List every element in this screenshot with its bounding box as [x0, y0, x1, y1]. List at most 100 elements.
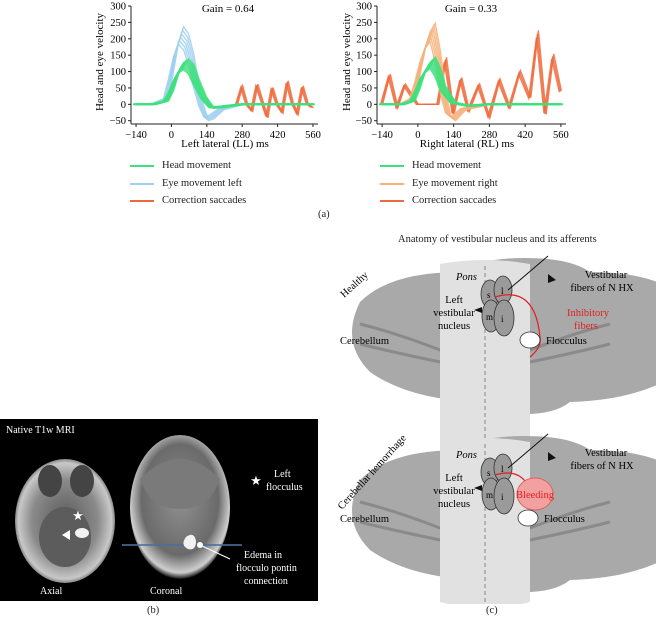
healthy-flocculus: Flocculus — [546, 336, 587, 347]
x-tick-label: 140 — [446, 130, 462, 141]
healthy-nucleus-2: vestibular — [433, 308, 475, 319]
axial-arrow-icon — [62, 530, 70, 540]
star-legend-line1: Left — [274, 469, 291, 480]
legend-label: Head movement — [412, 160, 482, 171]
right-chart: Gain = 0.33 Head and eye velocity Right … — [341, 2, 569, 151]
legend-swatch — [130, 199, 154, 202]
legend-label: Correction saccades — [412, 195, 497, 206]
axial-lesion — [75, 528, 89, 538]
y-tick-label: 250 — [110, 18, 126, 29]
legend-label: Head movement — [162, 160, 232, 171]
legend-swatch — [380, 182, 404, 185]
legend-swatch — [380, 164, 404, 167]
healthy-nuc-m: m — [486, 312, 493, 322]
healthy-nucleus-3: nucleus — [438, 321, 470, 332]
right-legend-saccade: Correction saccades — [380, 195, 496, 206]
y-tick-label: −50 — [356, 116, 372, 127]
y-tick-label: 50 — [362, 83, 373, 94]
right-chart-ylabel: Head and eye velocity — [341, 12, 353, 111]
left-legend-eye: Eye movement left — [130, 178, 242, 189]
healthy-pons: Pons — [455, 272, 477, 283]
legend-label: Eye movement right — [412, 178, 498, 189]
nucleus-arrow-icon — [474, 307, 482, 313]
hemorrhage-diagram — [352, 433, 656, 604]
healthy-inhib-2: fibers — [574, 321, 598, 332]
left-chart-ylabel: Head and eye velocity — [94, 12, 106, 111]
healthy-nucleus-1: Left — [445, 295, 463, 306]
edema-line1: Edema in — [244, 550, 283, 561]
y-tick-label: 300 — [356, 2, 372, 13]
left-legend-saccade: Correction saccades — [130, 195, 246, 206]
left-chart-xlabel: Left lateral (LL) ms — [181, 138, 269, 150]
series-line-head-movement — [138, 57, 315, 109]
hemorrhage-pons: Pons — [455, 450, 477, 461]
series-line-head-movement — [384, 55, 563, 108]
right-legend-head: Head movement — [380, 160, 481, 171]
x-tick-label: −140 — [125, 130, 147, 141]
y-tick-label: 150 — [356, 51, 372, 62]
x-tick-label: −140 — [371, 130, 393, 141]
legend-swatch — [130, 182, 154, 185]
legend-label: Correction saccades — [162, 195, 247, 206]
healthy-label: Healthy — [339, 269, 372, 300]
panel-c-label: (c) — [486, 605, 498, 616]
panel-a-label: (a) — [318, 209, 330, 220]
y-tick-label: 50 — [116, 83, 127, 94]
left-chart-gain: Gain = 0.64 — [202, 3, 255, 15]
hemorrhage-flocculus: Flocculus — [544, 514, 585, 525]
star-icon: ★ — [72, 508, 84, 523]
hemorrhage-nucleus-3: nucleus — [438, 499, 470, 510]
series-line-eye-movement-right — [379, 39, 558, 118]
x-tick-label: 560 — [305, 130, 321, 141]
hemorrhage-nuc-i: i — [501, 492, 504, 502]
healthy-diagram — [352, 255, 656, 460]
series-line-eye-movement-left — [136, 32, 313, 120]
edema-line2: flocculo pontin — [236, 563, 297, 574]
legend-swatch — [380, 199, 404, 202]
y-tick-label: 250 — [356, 18, 372, 29]
mri-title: Native T1w MRI — [6, 425, 75, 436]
coronal-label: Coronal — [150, 586, 183, 597]
hemorrhage-nuc-s: s — [487, 468, 491, 478]
healthy-cerebellum: Cerebellum — [340, 336, 389, 347]
y-tick-label: 100 — [110, 67, 126, 78]
anatomy-diagrams: Healthy Pons Left vestibular nucleus Cer… — [336, 255, 656, 604]
y-tick-label: 200 — [356, 34, 372, 45]
left-legend-head: Head movement — [130, 160, 231, 171]
mri-images: ★ ★ — [15, 435, 262, 583]
healthy-nuc-s: s — [487, 290, 491, 300]
hemorrhage-nucleus-1: Left — [445, 473, 463, 484]
x-tick-label: 0 — [169, 130, 174, 141]
x-tick-label: 280 — [234, 130, 250, 141]
panel-b-label: (b) — [147, 605, 160, 616]
y-tick-label: 0 — [121, 100, 126, 111]
y-tick-label: 0 — [367, 100, 372, 111]
x-tick-label: 140 — [199, 130, 215, 141]
healthy-inhib-1: Inhibitory — [567, 308, 610, 319]
healthy-fibers-1: Vestibular — [585, 270, 628, 281]
panel-a-charts: Gain = 0.64 Head and eye velocity Left l… — [94, 2, 569, 151]
left-chart: Gain = 0.64 Head and eye velocity Left l… — [94, 2, 321, 151]
x-tick-label: 280 — [482, 130, 498, 141]
axial-label: Axial — [40, 586, 63, 597]
right-chart-xlabel: Right lateral (RL) ms — [420, 138, 514, 150]
hemorrhage-fibers-1: Vestibular — [585, 448, 628, 459]
hemorrhage-bleeding: Bleeding — [516, 490, 555, 501]
healthy-fibers-2: fibers of N HX — [570, 283, 634, 294]
hemorrhage-cerebellum: Cerebellum — [340, 514, 389, 525]
y-tick-label: 150 — [110, 51, 126, 62]
y-tick-label: 100 — [356, 67, 372, 78]
hemorrhage-nuc-l: l — [501, 464, 504, 474]
series-line-eye-movement-right — [380, 36, 559, 119]
legend-label: Eye movement left — [162, 178, 242, 189]
hemorrhage-nuc-m: m — [486, 490, 493, 500]
anatomy-title: Anatomy of vestibular nucleus and its af… — [398, 234, 597, 245]
series-line-correction-saccades — [236, 80, 314, 119]
x-tick-label: 420 — [517, 130, 533, 141]
y-tick-label: 200 — [110, 34, 126, 45]
legend-star-icon: ★ — [250, 473, 262, 488]
y-tick-label: 300 — [110, 2, 126, 13]
x-tick-label: 560 — [553, 130, 569, 141]
mri-panel: ★ ★ Native T1w MRI Left flocculus Axial … — [0, 419, 318, 601]
edema-line3: connection — [244, 576, 288, 587]
